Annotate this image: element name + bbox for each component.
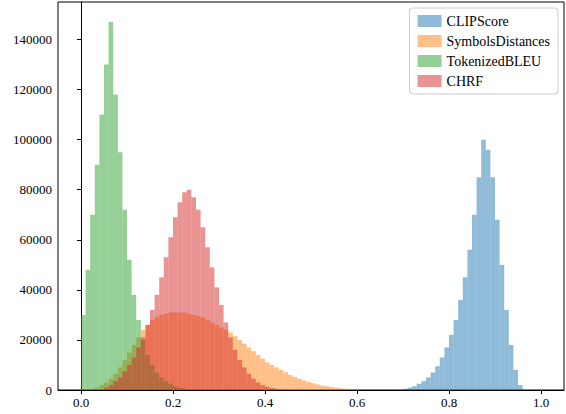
svg-text:20000: 20000 <box>20 332 53 347</box>
svg-text:TokenizedBLEU: TokenizedBLEU <box>447 54 542 69</box>
svg-text:0.6: 0.6 <box>349 395 366 410</box>
svg-text:60000: 60000 <box>20 232 53 247</box>
svg-text:0.2: 0.2 <box>165 395 181 410</box>
svg-text:0.4: 0.4 <box>257 395 274 410</box>
svg-text:40000: 40000 <box>20 282 53 297</box>
svg-text:SymbolsDistances: SymbolsDistances <box>447 34 550 49</box>
svg-text:0: 0 <box>46 383 53 398</box>
svg-text:0.8: 0.8 <box>441 395 457 410</box>
svg-text:CLIPScore: CLIPScore <box>447 14 509 29</box>
svg-text:CHRF: CHRF <box>447 74 484 89</box>
svg-text:1.0: 1.0 <box>533 395 549 410</box>
svg-text:100000: 100000 <box>13 132 52 147</box>
svg-text:80000: 80000 <box>20 182 53 197</box>
svg-text:140000: 140000 <box>13 32 52 47</box>
svg-text:120000: 120000 <box>13 82 52 97</box>
svg-text:0.0: 0.0 <box>73 395 89 410</box>
